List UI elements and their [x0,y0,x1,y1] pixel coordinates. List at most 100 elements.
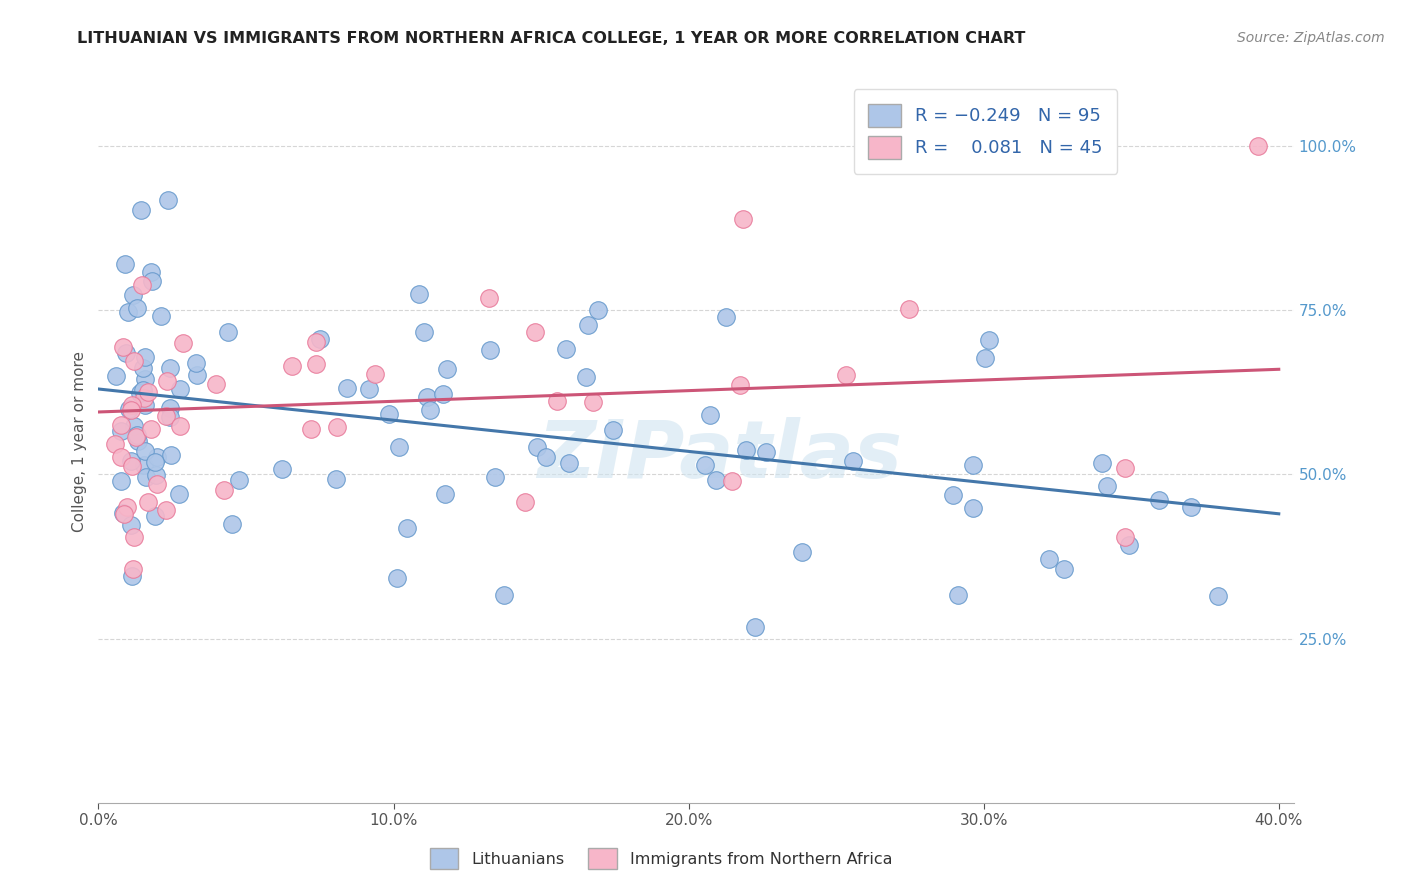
Point [546,393,568,408]
Point [962,458,984,472]
Point [602,423,624,437]
Point [145,468,167,483]
Point [214,483,236,497]
Point [172,336,194,351]
Point [155,409,177,423]
Point [120,402,142,417]
Point [159,409,181,424]
Point [576,318,599,332]
Point [146,476,169,491]
Point [139,265,162,279]
Point [117,402,139,417]
Point [204,376,226,391]
Point [948,589,970,603]
Point [974,351,997,366]
Point [721,474,744,488]
Point [104,369,127,384]
Point [186,368,208,383]
Point [706,473,728,487]
Point [962,500,984,515]
Point [554,343,576,357]
Point [385,571,408,585]
Point [145,450,167,465]
Point [695,458,717,472]
Point [110,424,132,438]
Point [1095,478,1118,492]
Point [731,212,754,227]
Point [1180,500,1202,514]
Point [111,340,134,354]
Point [143,455,166,469]
Point [388,440,411,454]
Point [134,391,156,405]
Point [125,428,148,442]
Point [169,418,191,433]
Point [112,507,135,521]
Point [104,437,127,451]
Point [305,335,328,350]
Point [1247,139,1270,153]
Point [434,487,457,501]
Point [125,301,148,315]
Point [169,382,191,396]
Point [436,362,458,376]
Point [714,310,737,324]
Point [124,530,146,544]
Text: LITHUANIAN VS IMMIGRANTS FROM NORTHERN AFRICA COLLEGE, 1 YEAR OR MORE CORRELATIO: LITHUANIAN VS IMMIGRANTS FROM NORTHERN A… [77,31,1026,46]
Point [110,450,132,464]
Point [121,288,143,302]
Point [326,419,349,434]
Point [305,357,328,371]
Point [115,345,138,359]
Point [184,356,207,370]
Point [1118,538,1140,552]
Point [755,444,778,458]
Point [139,422,162,436]
Point [114,257,136,271]
Point [413,326,436,340]
Point [1090,456,1112,470]
Point [699,408,721,422]
Point [134,398,156,412]
Point [735,442,758,457]
Y-axis label: College, 1 year or more: College, 1 year or more [72,351,87,532]
Point [228,473,250,487]
Point [110,474,132,488]
Point [1147,493,1170,508]
Point [124,353,146,368]
Point [523,325,546,339]
Point [121,398,143,412]
Point [125,430,148,444]
Point [325,472,347,486]
Point [135,470,157,484]
Point [582,395,605,409]
Point [122,562,145,576]
Text: ZIPatlas: ZIPatlas [537,417,903,495]
Point [357,382,380,396]
Point [132,458,155,473]
Point [588,303,610,318]
Point [120,454,142,468]
Point [309,332,332,346]
Point [377,408,399,422]
Point [167,487,190,501]
Point [136,495,159,509]
Point [336,381,359,395]
Point [132,360,155,375]
Point [299,422,322,436]
Point [1206,589,1229,603]
Point [136,384,159,399]
Point [484,470,506,484]
Point [131,277,153,292]
Point [117,305,139,319]
Point [534,450,557,464]
Point [150,309,173,323]
Point [221,516,243,531]
Point [1053,561,1076,575]
Point [121,458,143,473]
Point [494,588,516,602]
Point [575,370,598,384]
Point [117,500,139,514]
Point [478,292,501,306]
Point [110,417,132,432]
